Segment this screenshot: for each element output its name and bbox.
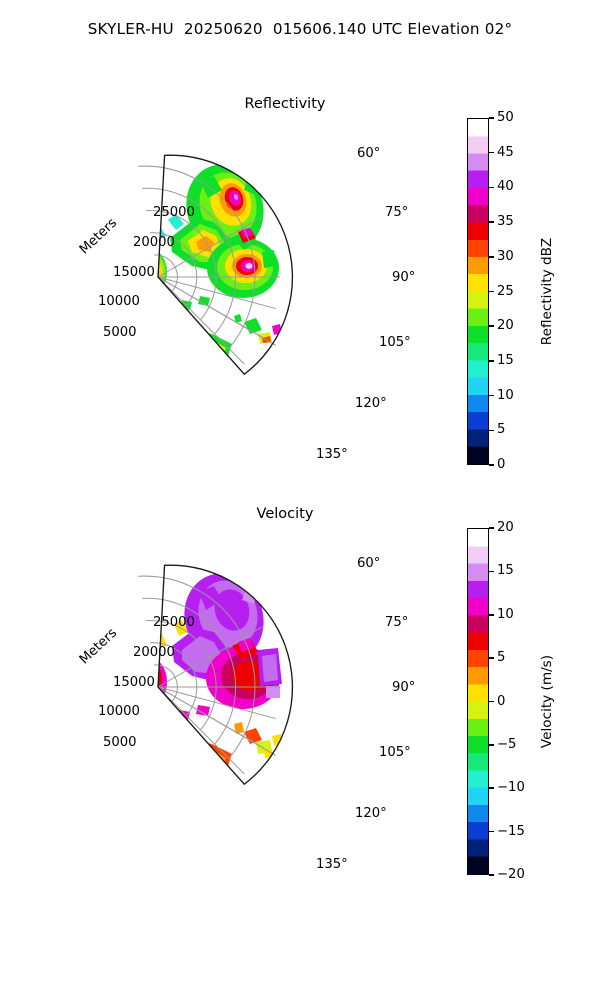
colorbar-box-reflectivity (467, 118, 489, 465)
colorbar-tick-mark (489, 256, 494, 258)
sector-outline (157, 564, 294, 786)
colorbar-gradient-reflectivity (468, 119, 488, 464)
colorbar-tick-mark (489, 429, 494, 432)
colorbar-reflectivity: 0 5 10 15 20 25 30 35 40 45 50 Reflectivity dBZ (455, 108, 600, 478)
azimuth-tick-105: 105° (379, 745, 411, 760)
azimuth-tick-135: 135° (316, 447, 348, 462)
colorbar-tick-mark (489, 325, 494, 327)
colorbar-tick-mark (489, 117, 494, 119)
colorbar-tick-mark (489, 570, 494, 573)
colorbar-tick-label: 45 (497, 144, 514, 160)
ppi-plot-velocity (138, 564, 294, 786)
colorbar-tick-label: −10 (497, 780, 525, 796)
range-tick-25000: 25000 (153, 205, 195, 220)
ppi-plot-reflectivity (138, 154, 294, 376)
colorbar-tick-mark (489, 830, 494, 833)
velocity-field (158, 565, 291, 785)
colorbar-box-velocity (467, 528, 489, 875)
colorbar-tick-label: 15 (497, 352, 514, 368)
colorbar-tick-mark (489, 221, 494, 223)
colorbar-tick-label: 40 (497, 179, 514, 195)
colorbar-label-velocity: Velocity (m/s) (539, 654, 555, 749)
colorbar-tick-label: 20 (497, 520, 514, 535)
azimuth-tick-90: 90° (392, 270, 416, 285)
echo-group-southeast-scatter (226, 314, 290, 375)
colorbar-tick-label: 10 (497, 387, 514, 403)
colorbar-gradient-velocity (468, 529, 488, 874)
azimuth-tick-75: 75° (385, 205, 409, 220)
colorbar-tick-mark (489, 744, 494, 746)
colorbar-velocity: −20 −15 −10 −5 0 5 10 15 20 Velocity (m/s) (455, 518, 600, 888)
range-tick-5000: 5000 (103, 325, 137, 340)
colorbar-tick-mark (489, 360, 494, 362)
azimuth-spokes (157, 625, 280, 775)
panel-title-reflectivity: Reflectivity (244, 96, 326, 112)
colorbar-tick-mark (489, 151, 494, 154)
colorbar-tick-label: −20 (497, 867, 525, 882)
echo-group-mid-band (158, 214, 236, 272)
figure-suptitle: SKYLER-HU 20250620 015606.140 UTC Elevat… (87, 20, 513, 38)
range-tick-15000: 15000 (113, 265, 155, 280)
range-tick-25000: 25000 (153, 615, 195, 630)
sector-outline (157, 154, 294, 376)
colorbar-tick-mark (489, 186, 494, 189)
colorbar-tick-label: 5 (497, 422, 506, 438)
colorbar-tick-label: 10 (497, 606, 514, 622)
azimuth-tick-105: 105° (379, 335, 411, 350)
azimuth-tick-120: 120° (355, 806, 387, 821)
range-tick-20000: 20000 (133, 235, 175, 250)
range-tick-10000: 10000 (98, 704, 140, 719)
azimuth-tick-120: 120° (355, 396, 387, 411)
range-tick-5000: 5000 (103, 735, 137, 750)
echo-group-north-cell (186, 164, 264, 252)
vel-group-south-band (158, 738, 232, 778)
colorbar-tick-mark (489, 657, 494, 659)
colorbar-tick-label: −5 (497, 736, 517, 752)
azimuth-tick-60: 60° (357, 146, 381, 161)
colorbar-tick-label: 50 (497, 110, 514, 125)
colorbar-tick-label: 0 (497, 457, 506, 472)
colorbar-tick-label: 25 (497, 283, 514, 299)
colorbar-tick-mark (489, 787, 494, 790)
colorbar-tick-label: 15 (497, 563, 514, 579)
reflectivity-field (158, 155, 290, 375)
panel-velocity: Velocity (0, 500, 600, 900)
range-tick-20000: 20000 (133, 645, 175, 660)
azimuth-tick-90: 90° (392, 680, 416, 695)
colorbar-tick-label: 5 (497, 650, 506, 666)
colorbar-tick-mark (489, 464, 494, 466)
colorbar-tick-label: −15 (497, 823, 525, 839)
panel-reflectivity: Reflectivity (0, 90, 600, 490)
azimuth-tick-75: 75° (385, 615, 409, 630)
panel-title-velocity: Velocity (256, 506, 314, 522)
colorbar-label-reflectivity: Reflectivity dBZ (539, 237, 555, 346)
colorbar-tick-mark (489, 290, 494, 293)
azimuth-tick-60: 60° (357, 556, 381, 571)
azimuth-spokes (157, 215, 280, 365)
colorbar-tick-label: 0 (497, 693, 506, 709)
range-tick-10000: 10000 (98, 294, 140, 309)
colorbar-tick-mark (489, 613, 494, 616)
colorbar-tick-label: 20 (497, 318, 514, 334)
colorbar-tick-label: 30 (497, 248, 514, 264)
colorbar-tick-mark (489, 700, 494, 703)
colorbar-tick-mark (489, 527, 494, 529)
colorbar-ticks-reflectivity: 0 5 10 15 20 25 30 35 40 45 50 (489, 110, 589, 472)
range-tick-15000: 15000 (113, 675, 155, 690)
colorbar-ticks-velocity: −20 −15 −10 −5 0 5 10 15 20 (489, 520, 589, 882)
colorbar-tick-mark (489, 394, 494, 397)
azimuth-tick-135: 135° (316, 857, 348, 872)
colorbar-tick-label: 35 (497, 214, 514, 230)
colorbar-tick-mark (489, 874, 494, 876)
echo-group-south-band (158, 328, 232, 368)
